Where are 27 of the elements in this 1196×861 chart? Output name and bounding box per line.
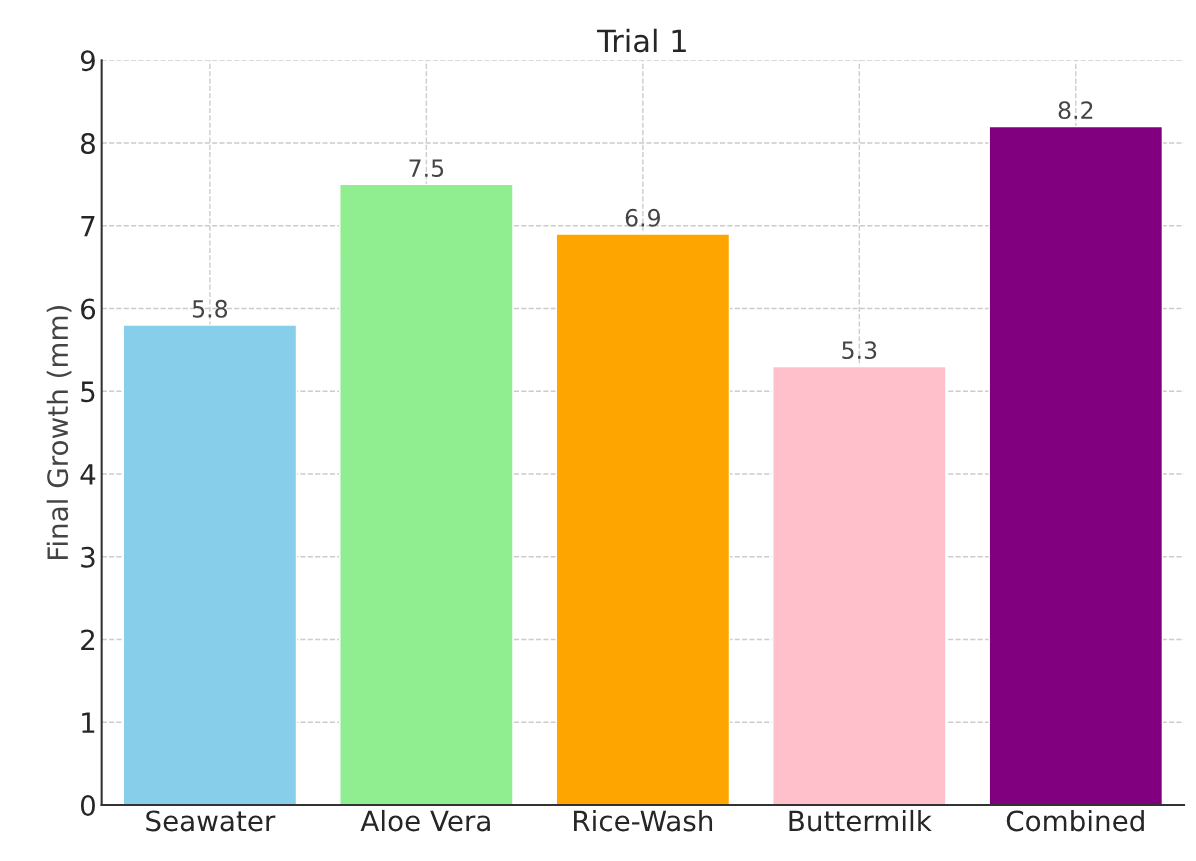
bar <box>772 365 947 806</box>
y-tick-label: 4 <box>80 464 96 485</box>
y-tick-label: 7 <box>81 216 95 237</box>
y-axis-title: Final Growth (mm) <box>46 306 72 559</box>
x-tick-label: Combined <box>1006 809 1144 832</box>
x-tick-label: Rice-Wash <box>574 809 713 832</box>
y-tick-label: 0 <box>80 794 95 816</box>
data-label: 5.8 <box>192 299 228 318</box>
y-tick-label: 8 <box>81 132 95 154</box>
x-tick-label: Buttermilk <box>789 809 932 832</box>
y-tick-label: 1 <box>82 712 95 733</box>
data-label: 5.3 <box>842 341 877 360</box>
bar <box>339 183 514 806</box>
x-tick-label: Aloe Vera <box>360 809 490 832</box>
y-tick-label: 3 <box>81 546 95 568</box>
data-label: 8.2 <box>1058 101 1093 120</box>
y-tick-label: 5 <box>81 381 95 403</box>
bar <box>988 125 1164 806</box>
bar <box>122 324 298 806</box>
bar <box>555 233 731 806</box>
data-label: 7.5 <box>409 159 444 178</box>
data-label: 6.9 <box>625 208 660 227</box>
y-tick-label: 6 <box>81 298 96 320</box>
chart-title: Trial 1 <box>596 28 686 53</box>
y-tick-label: 9 <box>80 50 95 72</box>
x-tick-label: Seawater <box>146 810 276 832</box>
y-tick-label: 2 <box>81 629 95 651</box>
